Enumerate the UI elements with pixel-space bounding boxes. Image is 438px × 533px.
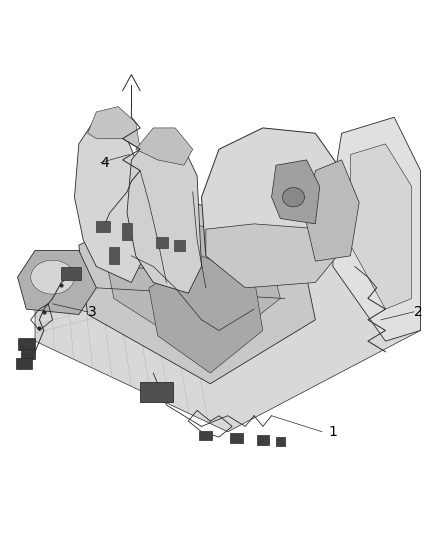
Bar	[96, 221, 110, 232]
Bar	[257, 435, 269, 445]
Bar	[230, 433, 243, 443]
Bar	[122, 223, 132, 240]
Polygon shape	[206, 224, 342, 288]
Bar	[199, 431, 212, 440]
Polygon shape	[136, 128, 193, 165]
Bar	[174, 240, 185, 251]
Polygon shape	[74, 117, 145, 282]
Polygon shape	[18, 251, 96, 314]
Polygon shape	[283, 188, 304, 207]
Bar	[156, 237, 168, 248]
Text: 3: 3	[88, 305, 96, 319]
Text: 1: 1	[328, 425, 337, 439]
Text: 4: 4	[101, 156, 110, 169]
Polygon shape	[31, 260, 74, 294]
Polygon shape	[127, 133, 201, 293]
Bar	[21, 349, 35, 359]
FancyBboxPatch shape	[140, 382, 173, 402]
Polygon shape	[201, 128, 342, 282]
Polygon shape	[88, 107, 140, 149]
Bar	[276, 437, 285, 446]
Polygon shape	[149, 256, 263, 373]
Bar	[61, 266, 81, 280]
Polygon shape	[333, 117, 420, 341]
Bar	[109, 247, 119, 264]
Polygon shape	[79, 197, 315, 384]
Polygon shape	[307, 160, 359, 261]
Bar	[18, 338, 35, 350]
Polygon shape	[272, 160, 320, 224]
Polygon shape	[105, 219, 280, 357]
Polygon shape	[350, 144, 412, 309]
Text: 2: 2	[414, 305, 423, 319]
Polygon shape	[35, 203, 420, 432]
Bar	[16, 358, 32, 369]
